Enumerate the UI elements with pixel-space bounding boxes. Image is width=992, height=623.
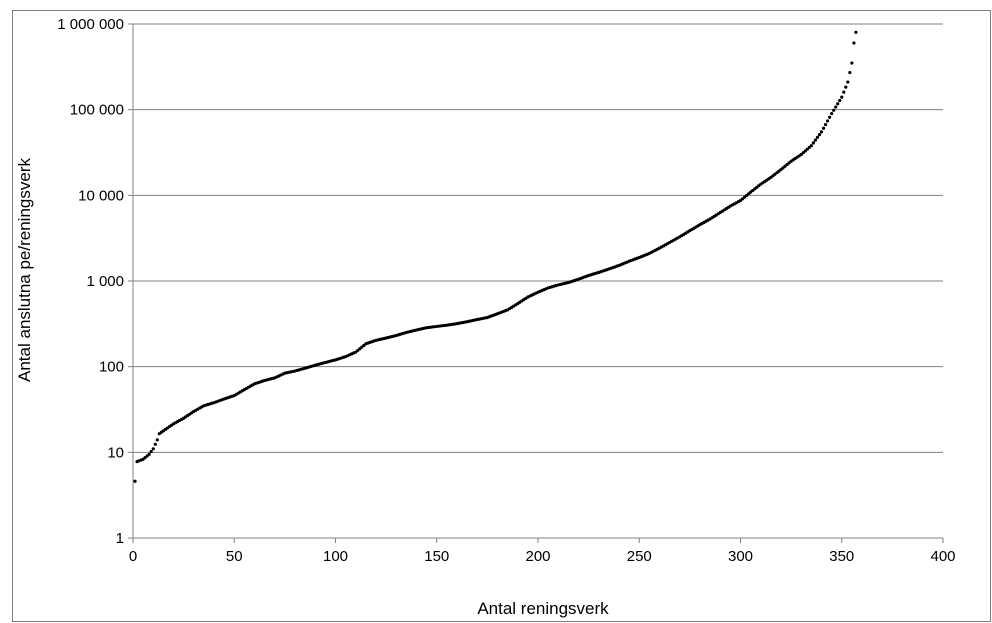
y-tick-labels: 1 10 100 1 000 10 000 100 000 1 000 000 — [57, 16, 124, 547]
data-point — [830, 111, 834, 116]
data-point — [838, 98, 842, 103]
data-point — [850, 61, 854, 65]
y-tick-label: 10 000 — [78, 187, 124, 204]
y-tick-label: 1 — [116, 530, 124, 547]
y-tick-label: 1 000 — [86, 273, 124, 290]
gridlines — [133, 23, 943, 453]
axes — [128, 23, 944, 543]
data-point — [153, 442, 157, 446]
x-tick-label: 300 — [728, 548, 753, 565]
data-point — [828, 115, 832, 119]
y-tick-label: 100 — [99, 359, 124, 376]
data-point — [823, 122, 828, 127]
y-tick-label: 10 — [107, 444, 124, 461]
data-point — [848, 70, 852, 75]
x-tick-label: 350 — [829, 548, 854, 565]
data-point — [821, 126, 826, 130]
data-point — [133, 479, 137, 483]
x-tick-label: 200 — [525, 548, 550, 565]
x-tick-label: 250 — [627, 548, 652, 565]
x-tick-label: 100 — [323, 548, 348, 565]
data-point — [852, 41, 856, 45]
x-tick-label: 0 — [129, 548, 137, 565]
y-tick-label: 1 000 000 — [57, 16, 124, 33]
data-point — [147, 452, 151, 456]
chart-area-border — [12, 10, 991, 622]
data-point — [811, 141, 816, 145]
x-axis-title: Antal reningsverk — [477, 599, 609, 618]
data-point — [836, 102, 840, 106]
data-point — [825, 119, 830, 123]
y-axis-title: Antal anslutna pe/reningsverk — [15, 158, 34, 382]
y-tick-label: 100 000 — [70, 102, 124, 119]
data-points — [133, 30, 858, 483]
data-point — [815, 135, 820, 140]
data-point — [832, 108, 836, 112]
data-point — [819, 130, 824, 134]
data-point — [834, 105, 838, 109]
data-point — [846, 80, 850, 84]
data-point — [149, 449, 153, 454]
x-tick-labels: 0 50 100 150 200 250 300 350 400 — [129, 548, 956, 565]
x-tick-label: 50 — [226, 548, 243, 565]
data-point — [155, 438, 159, 442]
data-point — [840, 95, 844, 99]
data-point — [854, 30, 858, 34]
x-tick-label: 400 — [930, 548, 955, 565]
data-point — [151, 447, 155, 451]
data-point — [844, 85, 848, 89]
x-tick-label: 150 — [424, 548, 449, 565]
data-point — [842, 90, 846, 94]
data-point — [813, 138, 818, 142]
data-point — [809, 144, 813, 148]
data-point — [817, 133, 822, 137]
